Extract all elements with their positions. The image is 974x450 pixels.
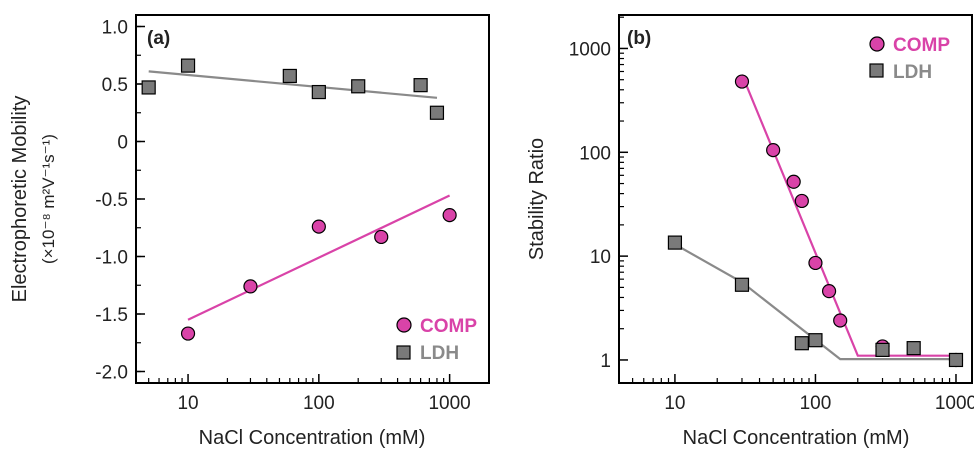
data-point-ldh-a	[282, 68, 297, 84]
legend-label-ldh-b: LDH	[893, 62, 932, 83]
x-tick-label-a: 1000	[428, 393, 470, 414]
fit-line-ldh-a	[148, 70, 438, 99]
y-axis-title-a: Electrophoretic Mobility	[9, 96, 31, 303]
legend-marker-ldh-a	[396, 345, 411, 360]
fit-lines-b	[674, 74, 956, 361]
legend-label-comp-a: COMP	[420, 316, 477, 337]
data-point-ldh-a	[311, 84, 326, 100]
data-point-ldh-b	[734, 277, 750, 292]
y-tick-label-a: 1.0	[102, 18, 128, 39]
data-point-ldh-b	[948, 352, 964, 368]
panel-label-b: (b)	[627, 28, 651, 49]
legend-marker-comp-b	[869, 36, 885, 52]
data-point-comp-b	[786, 174, 801, 189]
y-tick-label-b: 10	[590, 247, 611, 268]
y-tick-label-a: -2.0	[95, 363, 128, 384]
data-point-comp-a	[311, 219, 326, 234]
data-points-b	[667, 74, 964, 368]
data-point-comp-b	[734, 74, 750, 89]
data-point-comp-a	[180, 326, 196, 341]
legend-label-comp-b: COMP	[893, 35, 950, 56]
fit-line-ldh-b	[674, 243, 956, 361]
data-point-comp-a	[243, 279, 258, 294]
fit-line-comp-a	[187, 194, 451, 321]
y-tick-label-a: -0.5	[95, 190, 128, 211]
axis-ticks-a: 10 100 1000 1.0 0.5 0 -0.5 -1.0 -1.5 -2.0	[95, 18, 471, 415]
legend-a: COMP LDH	[396, 316, 477, 364]
data-point-comp-a	[374, 229, 389, 245]
x-tick-label-a: 10	[177, 393, 198, 414]
data-point-ldh-a	[413, 78, 428, 93]
data-point-ldh-b	[906, 341, 921, 356]
x-axis-title-a: NaCl Concentration (mM)	[199, 427, 426, 449]
data-point-ldh-a	[141, 80, 156, 95]
data-point-ldh-b	[808, 333, 823, 348]
data-point-ldh-a	[429, 105, 445, 120]
y-tick-label-b: 100	[579, 143, 611, 164]
data-point-ldh-a	[180, 58, 196, 73]
legend-marker-comp-a	[396, 317, 412, 333]
data-point-ldh-b	[667, 235, 683, 250]
data-point-ldh-b	[794, 336, 809, 351]
data-point-comp-b	[766, 142, 781, 158]
data-points-a	[141, 58, 457, 341]
y-tick-label-b: 1	[600, 351, 611, 372]
x-tick-label-a: 100	[303, 393, 335, 414]
legend-label-ldh-a: LDH	[420, 343, 459, 364]
axis-ticks-b: 10 100 1000 1000 100 10 1	[569, 16, 974, 414]
y-tick-label-a: -1.0	[95, 248, 128, 269]
data-point-ldh-a	[351, 79, 366, 94]
y-axis-units-a: (×10⁻⁸ m²V⁻¹s⁻¹)	[39, 134, 58, 264]
y-tick-label-a: 0	[117, 133, 128, 154]
y-tick-label-a: -1.5	[95, 305, 128, 326]
fit-lines-a	[148, 70, 451, 321]
y-axis-title-b: Stability Ratio	[526, 138, 548, 260]
panel-b: (b) NaCl Concentration (mM) Stability Ra…	[526, 14, 974, 449]
x-tick-label-b: 100	[800, 393, 832, 414]
panel-a: (a) NaCl Concentration (mM) Electrophore…	[9, 14, 490, 449]
data-point-comp-a	[442, 208, 457, 223]
data-point-comp-b	[808, 255, 823, 271]
legend-marker-ldh-b	[869, 63, 884, 78]
data-point-ldh-b	[875, 342, 890, 358]
legend-b: COMP LDH	[869, 35, 950, 83]
x-tick-label-b: 10	[664, 393, 685, 414]
x-tick-label-b: 1000	[935, 393, 974, 414]
y-tick-label-b: 1000	[569, 39, 611, 60]
panel-label-a: (a)	[147, 28, 170, 49]
data-point-comp-b	[833, 313, 848, 328]
plot-frame-b	[618, 14, 973, 384]
x-axis-title-b: NaCl Concentration (mM)	[683, 427, 910, 449]
data-point-comp-b	[794, 193, 809, 209]
y-tick-label-a: 0.5	[102, 75, 128, 96]
data-point-comp-b	[821, 284, 837, 299]
fit-line-comp-b	[740, 74, 956, 357]
